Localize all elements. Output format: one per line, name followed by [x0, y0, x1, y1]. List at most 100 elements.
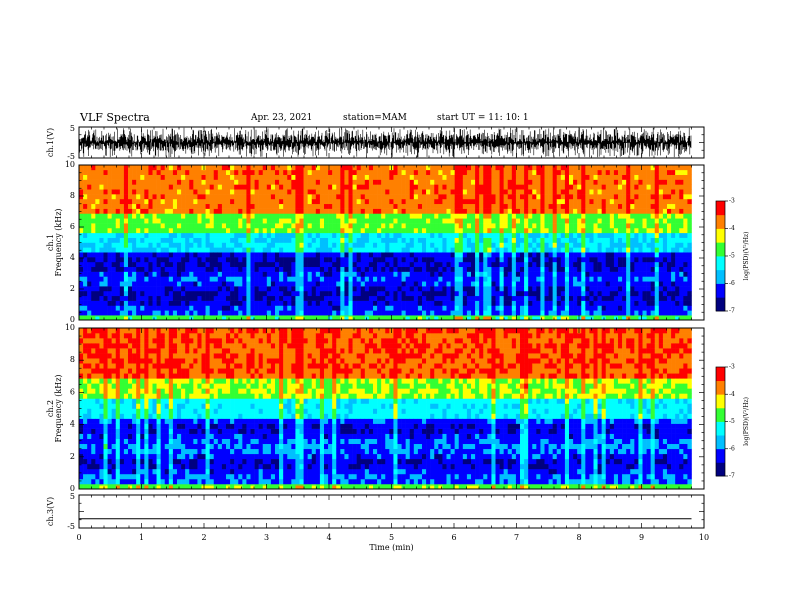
spectrogram-cell	[381, 208, 386, 214]
spectrogram-cell	[246, 189, 251, 195]
spectrogram-cell	[209, 198, 215, 205]
spectrogram-cell	[258, 165, 264, 171]
spectrogram-cell	[360, 213, 366, 219]
spectrogram-cell	[95, 242, 100, 248]
spectrogram-cell	[164, 315, 170, 321]
spectrogram-cell	[246, 247, 251, 253]
spectrogram-cell	[172, 213, 178, 219]
spectrogram-cell	[311, 237, 317, 243]
spectrogram-cell	[540, 310, 545, 316]
spectrogram-cell	[328, 189, 333, 195]
spectrogram-cell	[646, 169, 651, 175]
spectrogram-cell	[234, 223, 239, 229]
spectrogram-cell	[577, 165, 582, 171]
spectrogram-cell	[491, 295, 496, 301]
spectrogram-cell	[352, 208, 357, 214]
spectrogram-cell	[266, 184, 272, 190]
spectrogram-cell	[107, 223, 112, 229]
spectrogram-cell	[483, 169, 488, 175]
spectrogram-cell	[79, 223, 84, 229]
spectrogram-cell	[364, 232, 370, 238]
spectrogram-cell	[348, 208, 353, 214]
spectrogram-cell	[593, 232, 598, 238]
spectrogram-cell	[95, 363, 100, 369]
spectrogram-cell	[364, 295, 370, 301]
spectrogram-cell	[597, 295, 602, 301]
spectrogram-cell	[622, 218, 627, 224]
spectrogram-cell	[311, 281, 317, 287]
spectrogram-cell	[254, 300, 259, 306]
spectrogram-cell	[662, 295, 668, 301]
spectrogram-cell	[234, 203, 239, 209]
spectrogram-cell	[438, 213, 443, 219]
spectrogram-cell	[462, 261, 468, 268]
spectrogram-cell	[393, 198, 398, 205]
spectrogram-cell	[573, 218, 578, 224]
spectrogram-cell	[577, 295, 582, 301]
spectrogram-cell	[95, 408, 100, 414]
spectrogram-cell	[332, 198, 337, 205]
spectrogram-cell	[552, 276, 558, 282]
spectrogram-cell	[454, 300, 460, 306]
spectrogram-cell	[524, 213, 529, 219]
spectrogram-cell	[181, 290, 186, 297]
spectrogram-cell	[466, 295, 472, 301]
spectrogram-cell	[409, 237, 415, 243]
spectrogram-cell	[605, 252, 611, 258]
spectrogram-cell	[91, 483, 96, 490]
spectrogram-cell	[246, 261, 251, 268]
spectrogram-cell	[83, 286, 88, 292]
spectrogram-cell	[373, 189, 378, 195]
spectrogram-cell	[589, 213, 594, 219]
spectrogram-cell	[83, 483, 88, 490]
spectrogram-cell	[679, 281, 684, 287]
spectrogram-cell	[540, 295, 545, 301]
spectrogram-cell	[250, 232, 255, 238]
spectrogram-cell	[156, 213, 161, 219]
spectrogram-cell	[593, 169, 598, 175]
spectrogram-cell	[303, 194, 308, 200]
spectrogram-cell	[324, 257, 329, 263]
spectrogram-cell	[381, 300, 386, 306]
spectrogram-cell	[569, 252, 574, 258]
spectrogram-cell	[185, 184, 190, 190]
spectrogram-cell	[205, 252, 210, 258]
spectrogram-cell	[401, 165, 406, 171]
spectrogram-cell	[107, 179, 112, 185]
spectrogram-cell	[683, 165, 688, 171]
spectrogram-cell	[442, 257, 447, 263]
spectrogram-cell	[352, 247, 357, 253]
spectrogram-cell	[618, 295, 623, 301]
spectrogram-cell	[385, 194, 390, 200]
spectrogram-cell	[115, 300, 121, 306]
spectrogram-cell	[332, 208, 337, 214]
spectrogram-cell	[307, 203, 313, 209]
spectrogram-cell	[462, 184, 468, 190]
spectrogram-cell	[683, 281, 688, 287]
spectrogram-cell	[613, 281, 619, 287]
spectrogram-cell	[401, 261, 406, 268]
spectrogram-cell	[622, 261, 627, 268]
spectrogram-cell	[103, 266, 108, 272]
spectrogram-cell	[95, 203, 100, 209]
spectrogram-cell	[217, 213, 223, 219]
spectrogram-cell	[536, 237, 541, 243]
spectrogram-cell	[160, 266, 166, 272]
spectrogram-cell	[405, 300, 411, 306]
spectrogram-cell	[99, 213, 104, 219]
spectrogram-cell	[389, 223, 394, 229]
spectrogram-cell	[597, 169, 602, 175]
spectrogram-cell	[87, 388, 92, 394]
spectrogram-cell	[585, 189, 590, 195]
spectrogram-cell	[328, 266, 333, 272]
spectrogram-cell	[266, 281, 272, 287]
spectrogram-cell	[213, 281, 219, 287]
spectrogram-cell	[262, 300, 268, 306]
spectrogram-cell	[336, 165, 341, 171]
spectrogram-cell	[564, 281, 570, 287]
spectrogram-cell	[107, 203, 112, 209]
spectrogram-cell	[226, 232, 231, 238]
spectrogram-cell	[283, 305, 288, 311]
spectrogram-cell	[364, 261, 370, 268]
spectrogram-cell	[315, 232, 321, 238]
